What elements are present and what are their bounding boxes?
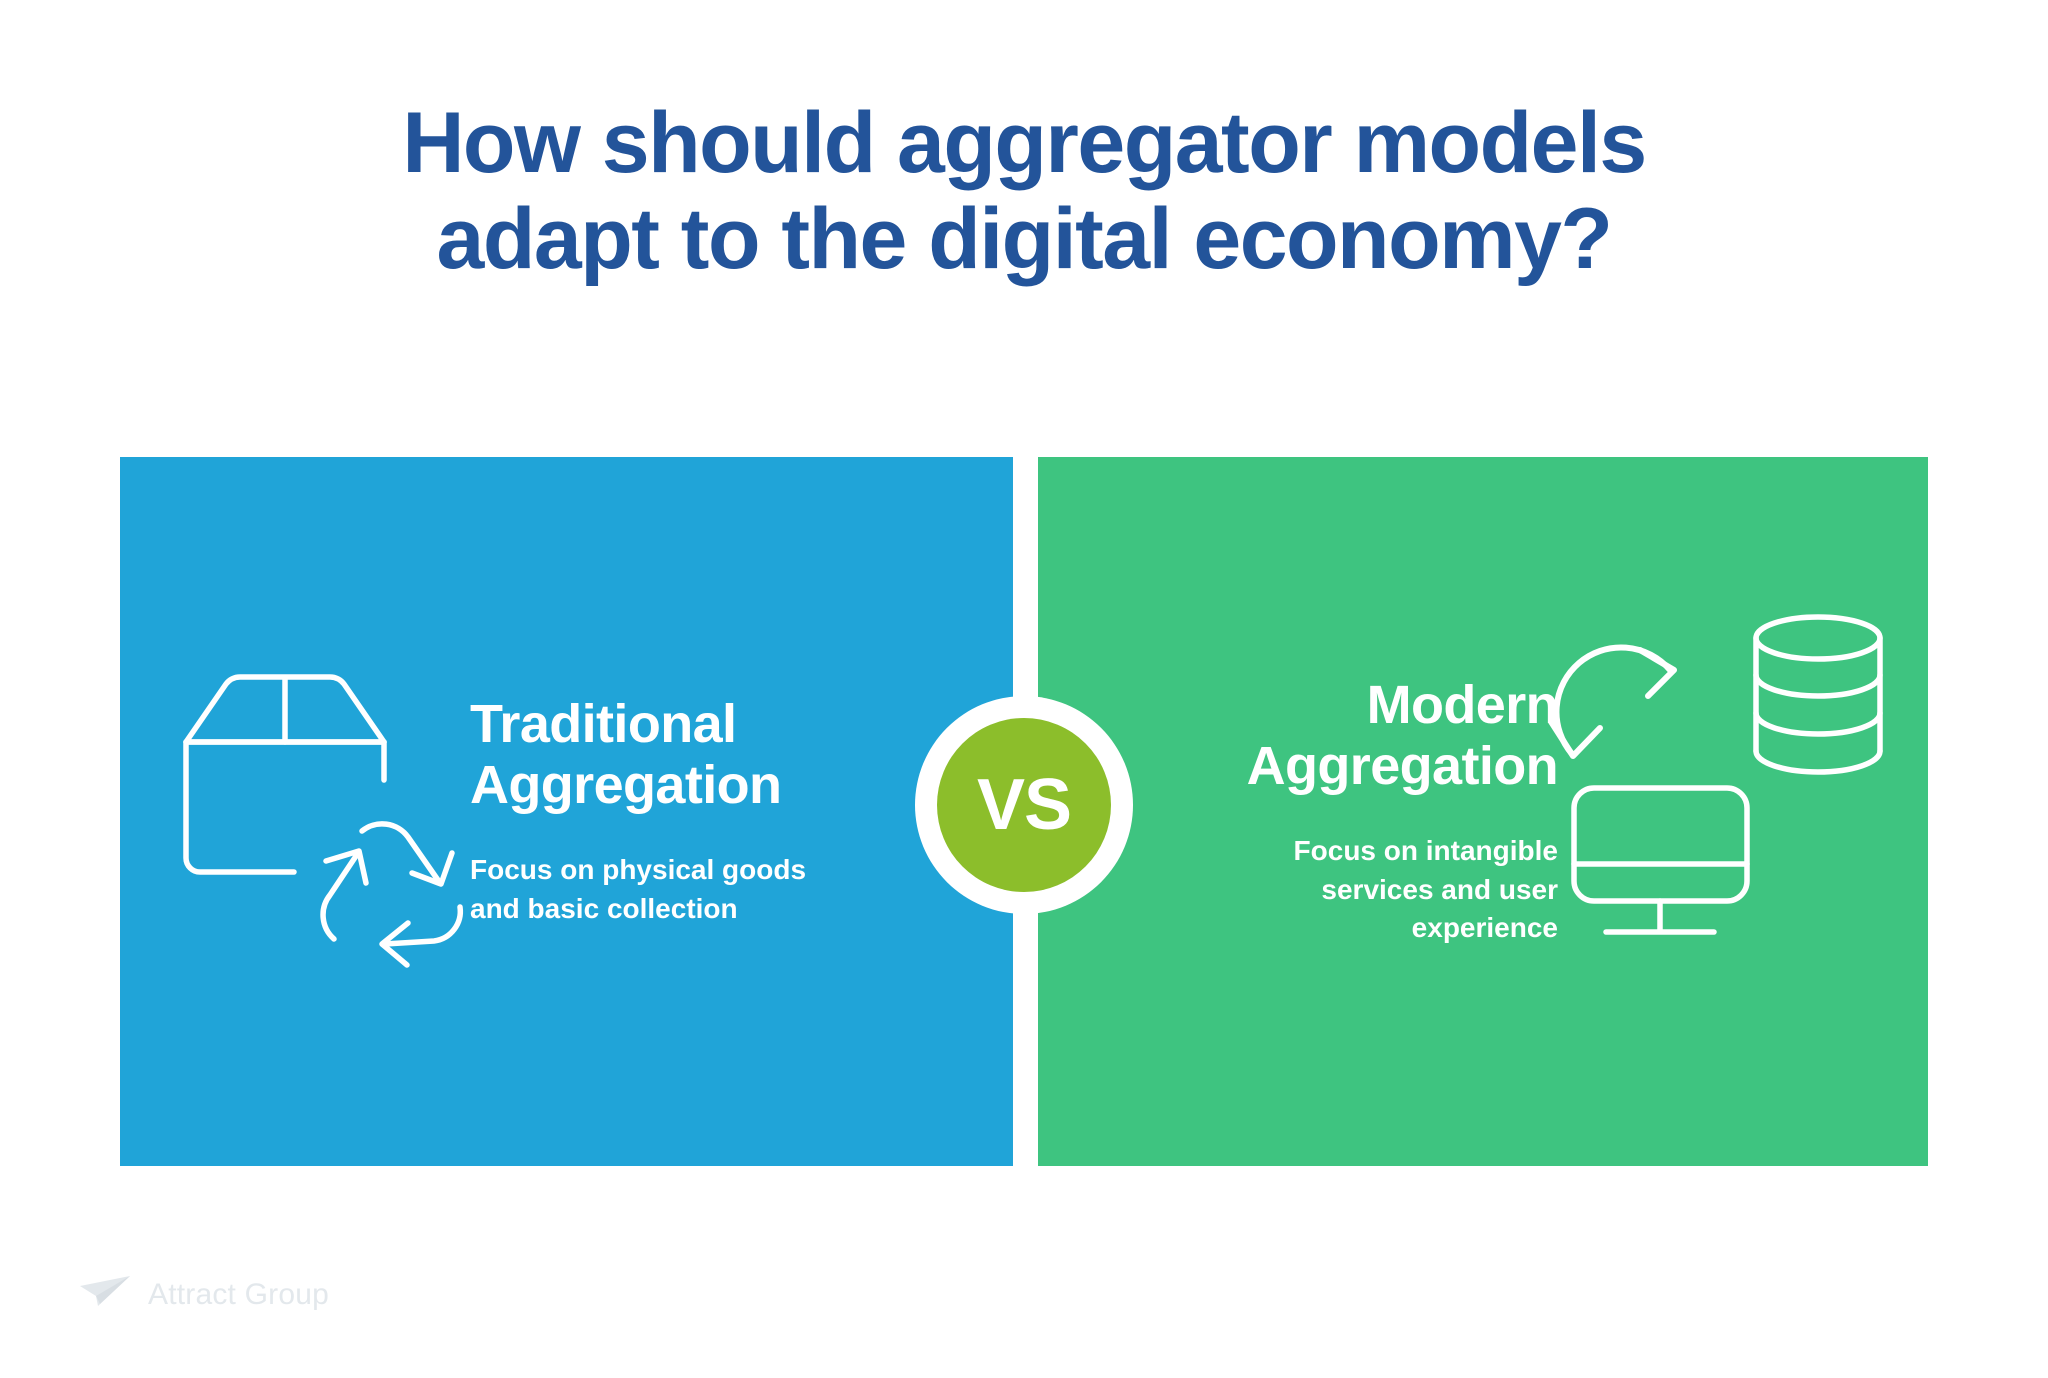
open-box-icon — [170, 662, 400, 897]
modern-text-wrap: Modern Aggregation Focus on intangible s… — [1038, 457, 1928, 1166]
modern-heading-line-2: Aggregation — [1246, 735, 1559, 796]
page-title-line-1: How should aggregator models — [402, 95, 1647, 191]
brand-logo: Attract Group — [78, 1272, 329, 1317]
database-icon — [1748, 612, 1888, 782]
modern-heading: Modern Aggregation — [1188, 675, 1559, 796]
brand-name: Attract Group — [148, 1277, 330, 1311]
vs-label: VS — [976, 765, 1072, 845]
curved-double-arrow-icon — [1547, 632, 1698, 787]
panel-modern-aggregation: Modern Aggregation Focus on intangible s… — [1038, 457, 1928, 1166]
paper-plane-icon — [78, 1272, 134, 1317]
vs-badge: VS — [915, 696, 1133, 914]
modern-text-block: Modern Aggregation Focus on intangible s… — [1188, 675, 1559, 948]
traditional-description: Focus on physical goods and basic collec… — [470, 854, 807, 924]
modern-icon-group — [1528, 614, 1888, 972]
traditional-heading: Traditional Aggregation — [470, 694, 840, 815]
modern-heading-line-1: Modern — [1366, 675, 1559, 736]
traditional-text-wrap: Traditional Aggregation Focus on physica… — [120, 457, 1013, 1166]
page-title: How should aggregator models adapt to th… — [120, 95, 1928, 288]
recycle-arrows-icon — [300, 787, 490, 982]
traditional-text-block: Traditional Aggregation Focus on physica… — [470, 694, 840, 928]
modern-description: Focus on intangible services and user ex… — [1293, 835, 1558, 944]
traditional-heading-line-2: Aggregation — [470, 754, 782, 815]
panel-traditional-aggregation: Traditional Aggregation Focus on physica… — [120, 457, 1013, 1166]
vs-badge-circle: VS — [937, 718, 1111, 892]
page-title-line-2: adapt to the digital economy? — [436, 191, 1613, 288]
traditional-heading-line-1: Traditional — [470, 694, 737, 755]
comparison-panels: Traditional Aggregation Focus on physica… — [120, 457, 1928, 1166]
traditional-icon-group — [170, 662, 470, 982]
monitor-icon — [1568, 782, 1753, 947]
